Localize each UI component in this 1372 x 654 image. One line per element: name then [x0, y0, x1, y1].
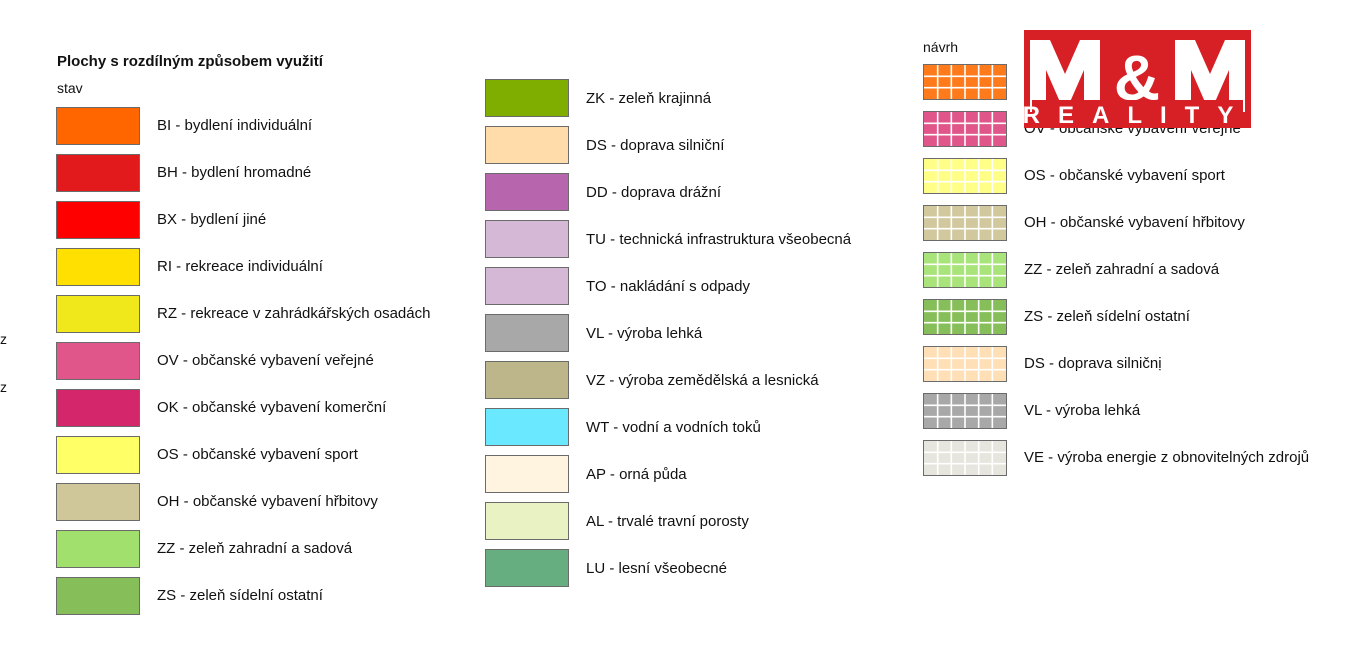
legend-item-ds: DS - doprava silniční [485, 126, 925, 166]
legend-label: TO - nakládání s odpady [586, 278, 750, 295]
legend-label: RI - rekreace individuální [157, 258, 323, 275]
legend-swatch [485, 126, 569, 164]
legend-label: ZS - zeleň sídelní ostatní [157, 587, 323, 604]
legend-swatch [923, 393, 1007, 429]
legend-label: VZ - výroba zemědělská a lesnická [586, 372, 819, 389]
legend-swatch [923, 299, 1007, 335]
legend-swatch [485, 455, 569, 493]
legend-swatch [923, 158, 1007, 194]
legend-swatch [56, 436, 140, 474]
legend-swatch [485, 361, 569, 399]
legend-label: DS - doprava silniční [586, 137, 725, 154]
svg-text:REALITY: REALITY [1024, 102, 1251, 129]
legend-item-vl: VL - výroba lehká [923, 393, 1363, 433]
legend-label: AL - trvalé travní porosty [586, 513, 749, 530]
legend-item-zk: ZK - zeleň krajinná [485, 79, 925, 119]
legend-item-wt: WT - vodní a vodních toků [485, 408, 925, 448]
legend-label: OH - občanské vybavení hřbitovy [157, 493, 378, 510]
legend-swatch [56, 154, 140, 192]
legend-item-ov: OV - občanské vybavení veřejné [56, 342, 496, 382]
legend-label: VL - výroba lehká [1024, 402, 1141, 419]
legend-item-ok: OK - občanské vybavení komerční [56, 389, 496, 429]
legend-label: ZZ - zeleň zahradní a sadová [157, 540, 353, 557]
legend-swatch [485, 173, 569, 211]
legend-item-bx: BX - bydlení jiné [56, 201, 496, 241]
legend-label: OS - občanské vybavení sport [1024, 167, 1225, 184]
legend-swatch [56, 107, 140, 145]
legend-swatch [923, 346, 1007, 382]
legend-item-vz: VZ - výroba zemědělská a lesnická [485, 361, 925, 401]
legend-item-zs: ZS - zeleň sídelní ostatní [923, 299, 1363, 339]
legend-swatch [923, 205, 1007, 241]
legend-swatch [923, 252, 1007, 288]
legend-swatch [56, 201, 140, 239]
legend-label: ZK - zeleň krajinná [586, 90, 712, 107]
legend-label: OK - občanské vybavení komerční [157, 399, 387, 416]
legend-swatch [485, 220, 569, 258]
legend-swatch [485, 549, 569, 587]
legend-swatch [923, 64, 1007, 100]
legend-item-zz: ZZ - zeleň zahradní a sadová [923, 252, 1363, 292]
legend-item-bh: BH - bydlení hromadné [56, 154, 496, 194]
legend-item-os: OS - občanské vybavení sport [923, 158, 1363, 198]
legend-label: BX - bydlení jiné [157, 211, 267, 228]
legend-item-ds: DS - doprava silničnị [923, 346, 1363, 386]
edge-letter: z [0, 331, 7, 347]
legend-swatch [56, 389, 140, 427]
legend-item-al: AL - trvalé travní porosty [485, 502, 925, 542]
legend-item-os: OS - občanské vybavení sport [56, 436, 496, 476]
legend-item-bi: BI - bydlení individuální [56, 107, 496, 147]
legend-label: OV - občanské vybavení veřejné [157, 352, 374, 369]
legend-label: TU - technická infrastruktura všeobecná [586, 231, 852, 248]
legend-swatch [923, 111, 1007, 147]
legend-label: LU - lesní všeobecné [586, 560, 727, 577]
legend-label: DD - doprava drážní [586, 184, 722, 201]
legend-swatch [56, 295, 140, 333]
legend-item-vl: VL - výroba lehká [485, 314, 925, 354]
legend-title: Plochy s rozdílným způsobem využití [57, 53, 323, 70]
legend-swatch [56, 342, 140, 380]
legend-item-tu: TU - technická infrastruktura všeobecná [485, 220, 925, 260]
mm-reality-logo: & REALITY [1023, 30, 1251, 130]
legend-swatch [485, 314, 569, 352]
legend-swatch [56, 577, 140, 615]
navrh-heading: návrh [923, 39, 959, 55]
legend-item-oh: OH - občanské vybavení hřbitovy [923, 205, 1363, 245]
legend-swatch [56, 483, 140, 521]
legend-item-to: TO - nakládání s odpady [485, 267, 925, 307]
legend-label: BH - bydlení hromadné [157, 164, 312, 181]
legend-swatch [485, 79, 569, 117]
legend-item-dd: DD - doprava drážní [485, 173, 925, 213]
legend-item-rz: RZ - rekreace v zahrádkářských osadách [56, 295, 496, 335]
legend-label: OH - občanské vybavení hřbitovy [1024, 214, 1245, 231]
legend-item-zz: ZZ - zeleň zahradní a sadová [56, 530, 496, 570]
legend-swatch [923, 440, 1007, 476]
legend-label: AP - orná půda [586, 466, 687, 483]
legend-swatch [56, 530, 140, 568]
legend-label: OS - občanské vybavení sport [157, 446, 358, 463]
legend-item-oh: OH - občanské vybavení hřbitovy [56, 483, 496, 523]
legend-label: WT - vodní a vodních toků [586, 419, 761, 436]
legend-label: RZ - rekreace v zahrádkářských osadách [157, 305, 431, 322]
legend-item-ri: RI - rekreace individuální [56, 248, 496, 288]
legend-swatch [485, 408, 569, 446]
legend-swatch [485, 267, 569, 305]
legend-label: VE - výroba energie z obnovitelných zdro… [1024, 449, 1310, 466]
legend-label: ZS - zeleň sídelní ostatní [1024, 308, 1190, 325]
legend-item-lu: LU - lesní všeobecné [485, 549, 925, 589]
edge-letter: z [0, 379, 7, 395]
legend-label: BI - bydlení individuální [157, 117, 313, 134]
stav-heading: stav [57, 80, 83, 96]
legend-item-zs: ZS - zeleň sídelní ostatní [56, 577, 496, 617]
legend-swatch [56, 248, 140, 286]
legend-swatch [485, 502, 569, 540]
legend-item-ve: VE - výroba energie z obnovitelných zdro… [923, 440, 1363, 480]
legend-label: ZZ - zeleň zahradní a sadová [1024, 261, 1220, 278]
legend-label: DS - doprava silničnị [1024, 355, 1162, 372]
legend-item-ap: AP - orná půda [485, 455, 925, 495]
legend-label: VL - výroba lehká [586, 325, 703, 342]
logo-graphic: & REALITY [1023, 30, 1251, 129]
